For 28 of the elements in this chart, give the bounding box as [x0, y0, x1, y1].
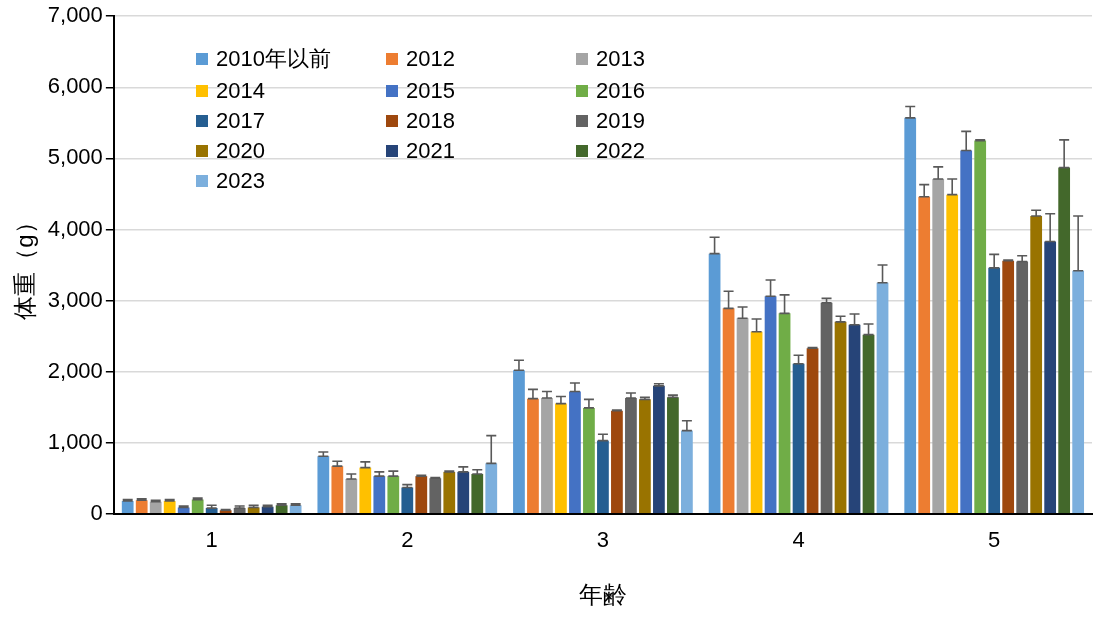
x-tick-label: 2 — [401, 527, 414, 553]
legend-label: 2018 — [406, 108, 455, 134]
x-tick-label: 5 — [988, 527, 1001, 553]
y-tick-label: 0 — [90, 499, 103, 525]
y-tick-label: 5,000 — [47, 144, 103, 170]
y-tick-label: 2,000 — [47, 357, 103, 383]
legend-label: 2010年以前 — [216, 45, 331, 73]
x-tick-label: 3 — [596, 527, 610, 553]
legend-label: 2012 — [406, 46, 455, 72]
legend-label: 2016 — [596, 78, 645, 104]
legend-label: 2020 — [216, 138, 265, 164]
y-tick-label: 7,000 — [47, 2, 103, 28]
y-axis-title: 体重（g） — [11, 210, 39, 320]
x-axis-title: 年齢 — [578, 581, 627, 609]
y-tick-label: 1,000 — [47, 428, 103, 454]
legend-label: 2023 — [216, 168, 265, 194]
legend-label: 2014 — [216, 78, 265, 104]
legend-label: 2021 — [406, 138, 455, 164]
legend-label: 2013 — [596, 46, 645, 72]
legend-label: 2019 — [596, 108, 645, 134]
x-tick-label: 4 — [792, 527, 805, 553]
y-tick-label: 3,000 — [47, 286, 103, 312]
y-tick-label: 6,000 — [47, 73, 103, 99]
legend-label: 2022 — [596, 138, 645, 164]
y-tick-label: 4,000 — [47, 215, 103, 241]
legend-label: 2015 — [406, 78, 455, 104]
x-tick-label: 1 — [205, 527, 218, 553]
legend-label: 2017 — [216, 108, 265, 134]
